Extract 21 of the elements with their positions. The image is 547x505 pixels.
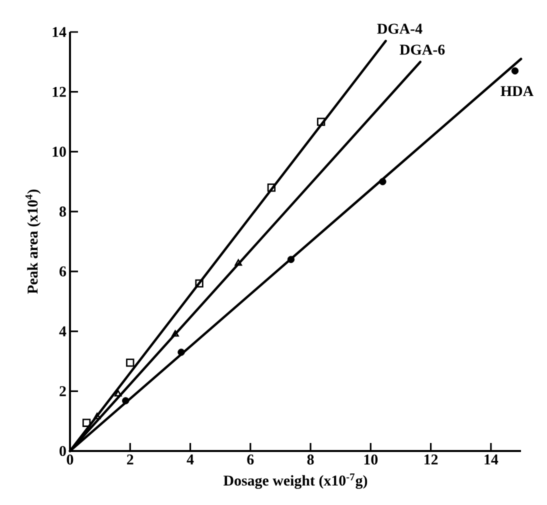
y-tick-label: 6 — [60, 266, 66, 276]
series-label: DGA-4 — [377, 24, 422, 34]
x-tick-label: 14 — [484, 454, 498, 464]
x-tick-label: 2 — [127, 454, 134, 464]
x-tick-label: 8 — [307, 454, 314, 465]
y-tick-label: 10 — [52, 146, 66, 157]
y-tick-label: 8 — [60, 206, 66, 217]
x-tick-label: 4 — [186, 454, 194, 464]
y-tick-label: 0 — [60, 446, 66, 456]
x-tick-label: 0 — [66, 454, 74, 465]
x-axis-title: Dosage weight (x10$^{-7}$g) — [224, 473, 368, 489]
series-label: HDA — [500, 86, 534, 96]
series-label: DGA-6 — [400, 44, 445, 55]
y-tick-label: 12 — [52, 86, 66, 97]
y-tick-label: 2 — [60, 386, 66, 396]
x-tick-label: 10 — [364, 454, 378, 465]
x-tick-label: 12 — [424, 454, 438, 464]
y-tick-label: 4 — [59, 326, 66, 336]
x-tick-label: 6 — [247, 454, 254, 465]
y-tick-label: 14 — [52, 27, 66, 37]
y-axis-title: Peak area (x10$^{4}$) — [25, 190, 41, 294]
